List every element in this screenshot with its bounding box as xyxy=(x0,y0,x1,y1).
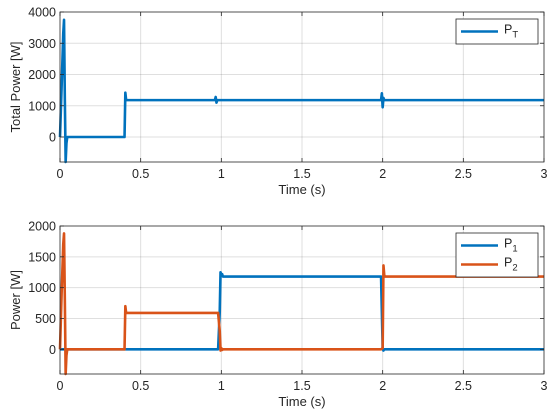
y-tick-label: 1000 xyxy=(28,99,56,113)
y-tick-label: 0 xyxy=(49,131,56,145)
x-tick-label: 0.5 xyxy=(132,379,149,393)
series-layer-total-power xyxy=(58,18,544,164)
y-tick-label: 3000 xyxy=(28,37,56,51)
x-tick-label: 0 xyxy=(57,379,64,393)
y-tick-label: 2000 xyxy=(28,68,56,82)
y-tick-label: 4000 xyxy=(28,6,56,20)
y-axis-label-total-power: Total Power [W] xyxy=(8,41,23,132)
x-tick-label: 1.5 xyxy=(293,167,310,181)
x-tick-label: 2.5 xyxy=(455,167,472,181)
legend-box xyxy=(455,232,539,278)
y-tick-label: 500 xyxy=(35,312,56,326)
y-axis-label-power: Power [W] xyxy=(8,270,23,330)
legend-total-power: PT xyxy=(455,18,539,45)
x-axis-label-power: Time (s) xyxy=(278,394,325,409)
y-tick-label: 1000 xyxy=(28,281,56,295)
y-tick-label: 1500 xyxy=(28,250,56,264)
x-tick-label: 2.5 xyxy=(455,379,472,393)
legend-label: PT xyxy=(504,23,518,41)
y-tick-label: 2000 xyxy=(28,220,56,234)
ticks-total-power: 0 0.5 1 1.5 2 2.5 3 0 1000 2000 3000 4000 xyxy=(28,6,547,182)
ticks-power: 0 0.5 1 1.5 2 2.5 3 0 500 1000 1500 2000 xyxy=(28,220,547,394)
series-line-pt xyxy=(58,18,544,164)
x-tick-label: 1 xyxy=(218,379,225,393)
legend-label: P2 xyxy=(504,256,518,274)
series-line-p1 xyxy=(60,270,544,352)
x-tick-label: 3 xyxy=(541,379,548,393)
legend-label: P1 xyxy=(504,237,518,255)
panel-power: 0 0.5 1 1.5 2 2.5 3 0 500 1000 1500 2000 Time (s) P… xyxy=(8,220,548,410)
x-tick-label: 2 xyxy=(379,379,386,393)
x-tick-label: 1.5 xyxy=(293,379,310,393)
series-layer-power xyxy=(58,232,544,376)
series-line-p2 xyxy=(58,232,544,376)
y-tick-label: 0 xyxy=(49,343,56,357)
x-tick-label: 2 xyxy=(379,167,386,181)
x-tick-label: 0.5 xyxy=(132,167,149,181)
x-axis-label-total-power: Time (s) xyxy=(278,182,325,197)
x-tick-label: 1 xyxy=(218,167,225,181)
x-tick-label: 0 xyxy=(57,167,64,181)
x-tick-label: 3 xyxy=(541,167,548,181)
